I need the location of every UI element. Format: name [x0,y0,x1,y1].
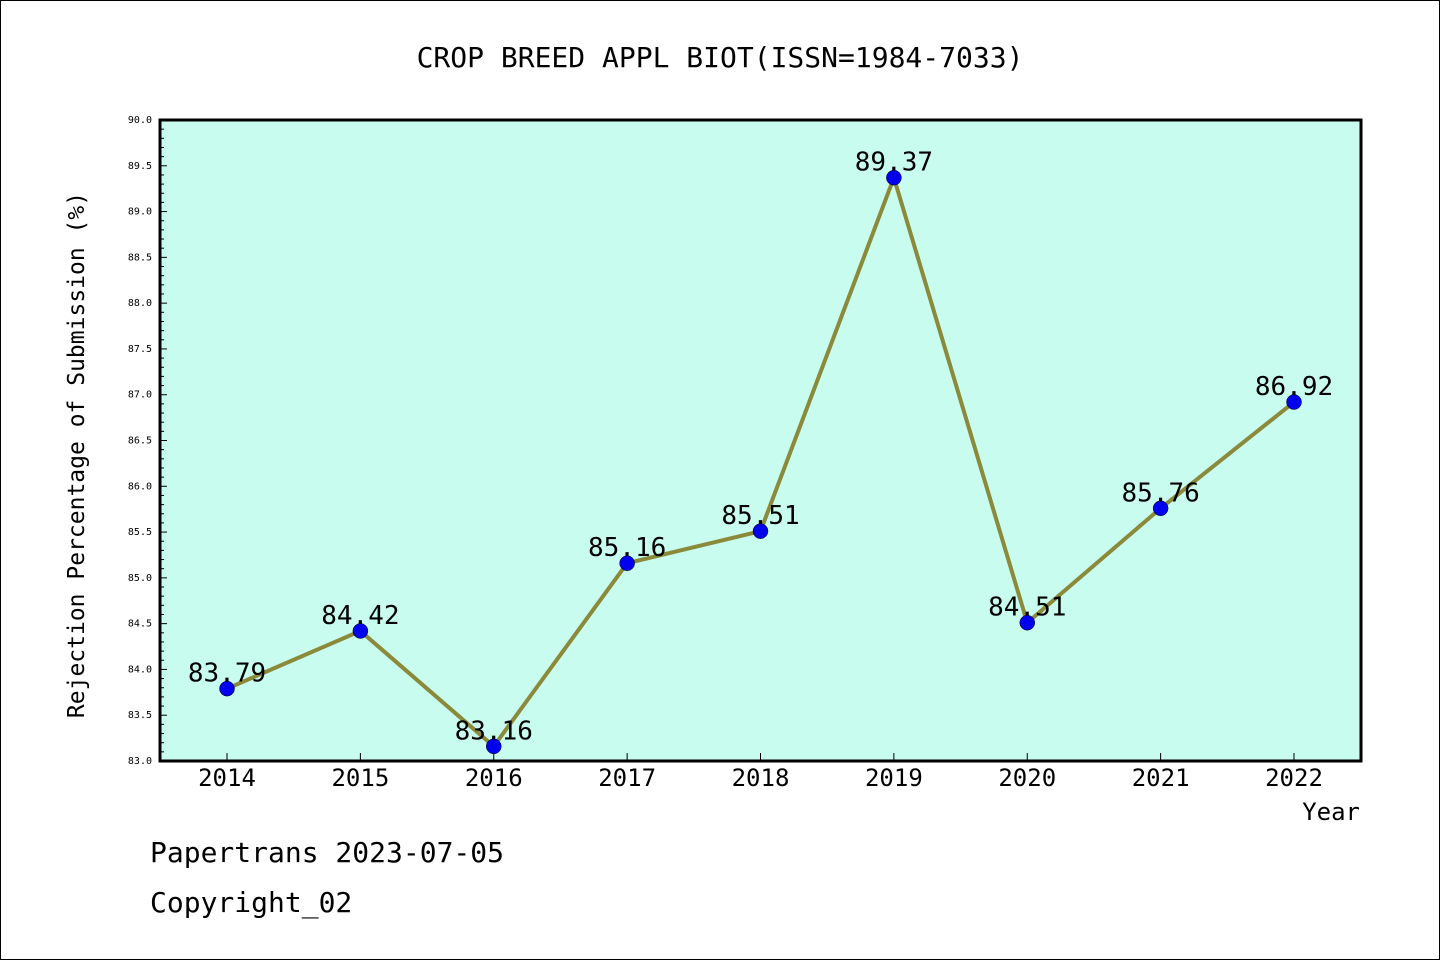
x-tick-label: 2014 [198,764,256,792]
x-tick-label: 2017 [598,764,656,792]
x-tick-label: 2021 [1132,764,1190,792]
data-label: 83.16 [455,716,533,746]
data-point [619,555,635,571]
y-tick-label: 87.5 [128,344,152,355]
y-tick-label: 88.0 [128,298,152,309]
y-tick-label: 86.0 [128,481,152,492]
y-tick-label: 85.5 [128,527,152,538]
y-tick-label: 83.5 [128,710,152,721]
data-point [752,523,769,539]
data-label: 85.76 [1121,478,1199,508]
y-tick-label: 83.0 [128,756,152,767]
y-tick-label: 90.0 [128,115,152,126]
footer-date: Papertrans 2023-07-05 [150,836,505,869]
data-label: 84.42 [321,601,399,631]
data-label: 85.51 [721,501,799,531]
y-axis-ticks: 83.0 83.5 84.0 84.5 85.0 85.5 86.0 86.5 87.0 87.5… [128,115,167,767]
data-labels: 83.79 84.42 83.16 85.16 85.51 89.37 84.51 85.76… [188,148,1333,747]
x-tick-label: 2016 [465,764,523,792]
plot-area [158,118,1363,763]
y-tick-label: 89.5 [128,161,152,172]
y-tick-label: 88.5 [128,252,152,263]
data-label: 85.16 [588,533,666,563]
data-point [352,623,369,639]
data-point [1019,614,1035,631]
y-tick-label: 87.0 [128,390,152,401]
data-point [1152,500,1169,517]
data-point [486,738,502,755]
footer-copyright: Copyright_02 [150,886,353,919]
y-tick-label: 86.5 [128,436,152,447]
data-label: 83.79 [188,659,266,689]
x-axis-ticks: 2014 2015 2016 2017 2018 2019 2020 2021 2022 [198,753,1323,792]
data-series [219,169,1302,755]
data-point [1286,394,1302,410]
x-tick-label: 2022 [1265,764,1323,792]
data-label: 89.37 [855,148,933,178]
data-label: 84.51 [988,593,1066,623]
y-tick-label: 85.0 [128,573,152,584]
x-tick-label: 2018 [732,764,790,792]
chart-title: CROP BREED APPL BIOT(ISSN=1984-7033) [417,41,1024,74]
y-tick-label: 84.5 [128,619,152,630]
data-point [886,169,902,186]
x-axis-label: Year [1302,798,1360,826]
data-label: 86.92 [1255,372,1333,402]
x-tick-label: 2019 [865,764,923,792]
x-tick-label: 2020 [998,764,1056,792]
y-tick-label: 84.0 [128,664,152,675]
y-axis-label: Rejection Percentage of Submission (%) [64,192,90,718]
data-point [219,680,235,697]
y-tick-label: 89.0 [128,207,152,218]
x-tick-label: 2015 [331,764,389,792]
